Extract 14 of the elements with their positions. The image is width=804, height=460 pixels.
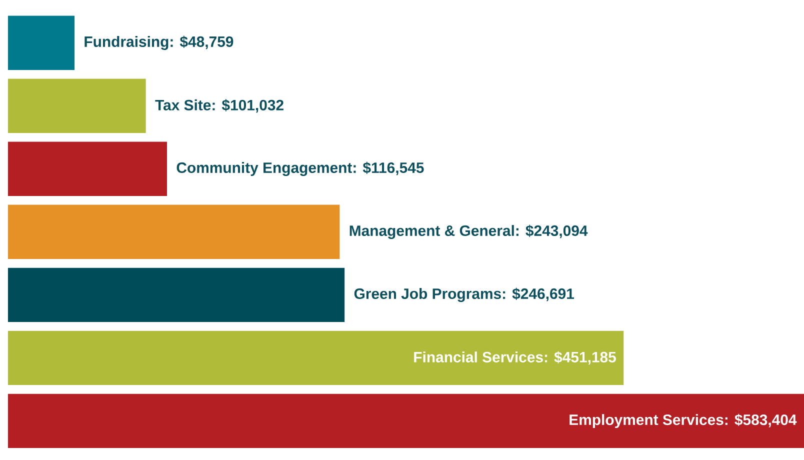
bar bbox=[8, 330, 624, 386]
bar bbox=[8, 16, 74, 70]
data-label: Tax Site: $101,032 bbox=[155, 99, 284, 113]
data-label: Financial Services: $451,185 bbox=[414, 351, 616, 365]
bar bbox=[8, 204, 340, 259]
bar bbox=[8, 394, 804, 448]
data-label: Community Engagement: $116,545 bbox=[176, 162, 424, 176]
bar bbox=[8, 142, 167, 196]
data-label: Employment Services: $583,404 bbox=[570, 414, 797, 428]
bar bbox=[8, 78, 146, 133]
bar bbox=[8, 268, 345, 322]
data-label: Green Job Programs: $246,691 bbox=[354, 288, 574, 302]
data-label: Fundraising: $48,759 bbox=[84, 36, 234, 50]
data-label: Management & General: $243,094 bbox=[350, 224, 588, 240]
